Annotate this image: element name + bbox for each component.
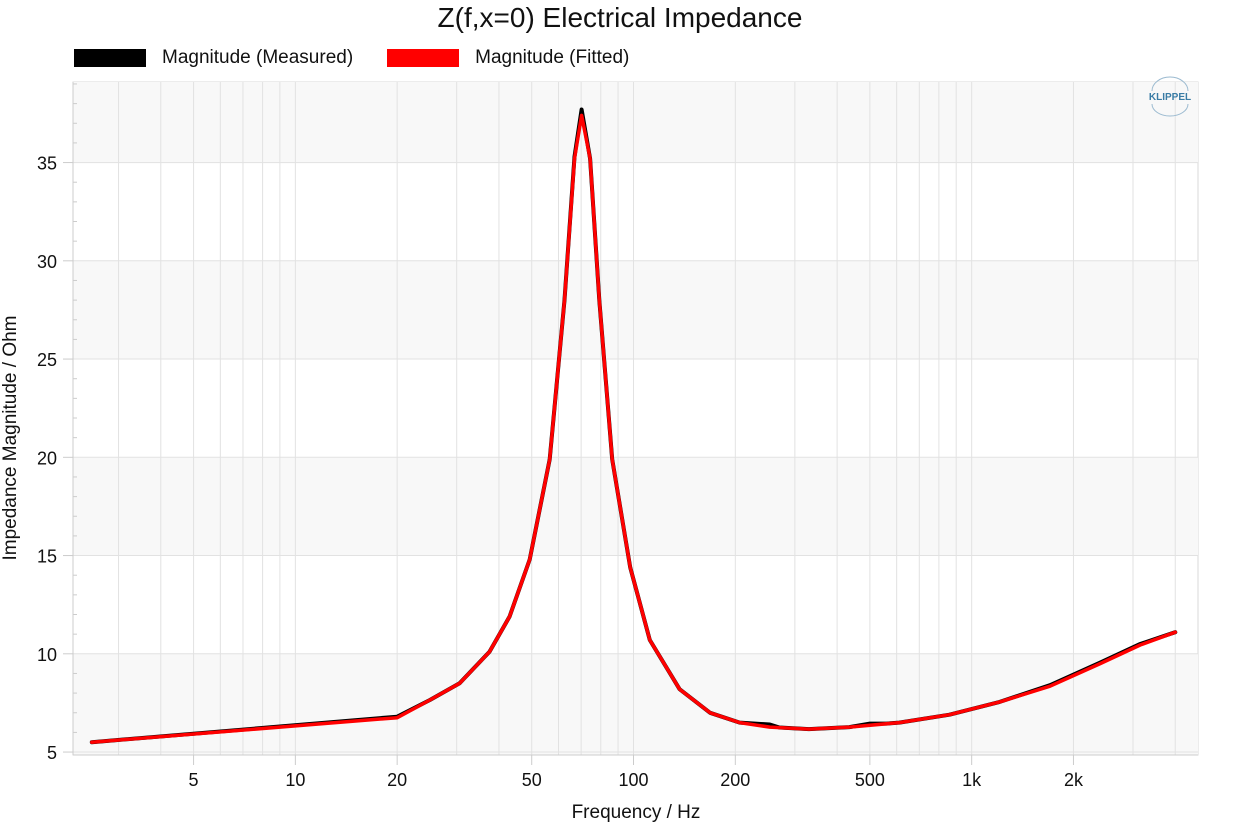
x-tick-label: 10 xyxy=(285,770,305,790)
band xyxy=(73,260,1198,360)
legend-item-measured: Magnitude (Measured) xyxy=(74,47,353,69)
x-tick-label: 500 xyxy=(855,770,885,790)
legend-swatch-measured xyxy=(74,49,146,67)
y-tick-label: 25 xyxy=(37,350,57,370)
legend: Magnitude (Measured) Magnitude (Fitted) xyxy=(74,47,663,69)
logo-arc xyxy=(1151,76,1189,92)
legend-label-fitted: Magnitude (Fitted) xyxy=(475,47,630,68)
band xyxy=(73,752,1198,755)
y-tick-label: 5 xyxy=(47,743,57,763)
x-tick-label: 1k xyxy=(962,770,982,790)
y-tick-label: 10 xyxy=(37,645,57,665)
klippel-logo: KLIPPEL xyxy=(1149,92,1191,103)
y-axis-label: Impedance Magnitude / Ohm xyxy=(0,315,21,560)
chart-title: Z(f,x=0) Electrical Impedance xyxy=(437,2,803,33)
legend-label-measured: Magnitude (Measured) xyxy=(162,47,354,68)
y-tick-label: 20 xyxy=(37,448,57,468)
x-axis-label: Frequency / Hz xyxy=(572,802,701,823)
y-tick-label: 30 xyxy=(37,252,57,272)
logo-text: KLIPPEL xyxy=(1149,92,1191,103)
logo-arc xyxy=(1151,103,1189,117)
series-line-fitted xyxy=(90,113,1178,744)
band xyxy=(73,653,1198,753)
y-tick-label: 15 xyxy=(37,547,57,567)
legend-swatch-fitted xyxy=(387,49,460,67)
y-tick-label: 35 xyxy=(37,154,57,174)
legend-item-fitted: Magnitude (Fitted) xyxy=(387,47,629,69)
x-tick-label: 5 xyxy=(189,770,199,790)
x-tick-label: 2k xyxy=(1064,770,1084,790)
plot-area xyxy=(72,81,1199,756)
x-tick-label: 50 xyxy=(522,770,542,790)
x-tick-label: 200 xyxy=(720,770,750,790)
band xyxy=(73,82,1198,163)
x-tick-label: 20 xyxy=(387,770,407,790)
x-tick-label: 100 xyxy=(618,770,648,790)
band xyxy=(73,457,1198,556)
